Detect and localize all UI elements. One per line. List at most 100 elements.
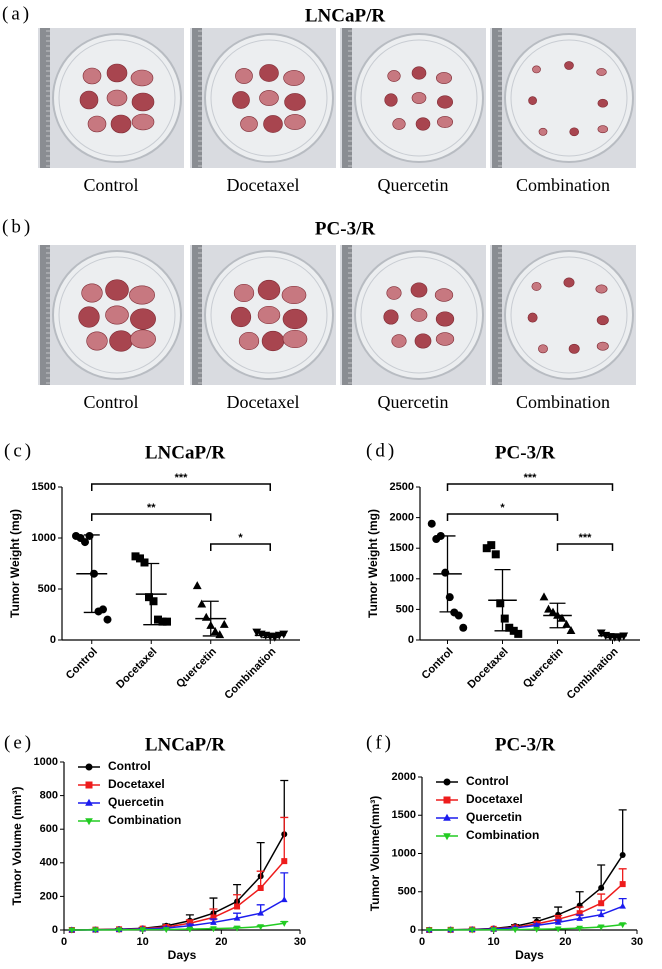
error-bar [280,872,289,900]
data-point [140,558,149,567]
legend-label: Docetaxel [466,792,523,806]
y-tick-label: 0 [410,924,416,936]
photo [38,28,184,168]
ruler [40,28,50,168]
tumor [414,333,432,349]
tumor [410,282,428,298]
tumor [568,343,580,354]
data-point [197,599,207,608]
x-tick-label: 0 [61,936,67,948]
data-point [68,927,76,934]
data-point [454,611,463,620]
y-tick-label: 400 [40,857,58,869]
sd-bar [549,602,566,629]
tumor [283,70,305,86]
tumor [281,285,307,305]
tumor [527,312,538,323]
tumor [563,277,575,288]
photo-caption: Control [83,175,138,195]
series-line [71,860,285,931]
photo-caption: Combination [516,175,610,195]
error-bar [597,864,606,888]
y-tick-label: 2000 [392,771,416,783]
panel-label: (a) [2,3,32,24]
data-point [482,544,491,553]
tumor [569,127,580,137]
petri-dish-inner [58,39,176,157]
petri-dish-inner [360,39,478,157]
data-point [186,926,194,933]
y-tick-label: 500 [38,583,56,595]
photo-caption: Quercetin [378,175,449,195]
x-tick-label: 20 [559,936,571,948]
tumor [564,61,574,70]
ruler [342,245,352,385]
sd-bar [83,534,100,614]
tumor [86,331,108,351]
y-tick-label: 200 [40,890,58,902]
series-line [71,922,285,931]
petri-dish-inner [58,256,176,374]
legend-marker [85,763,93,771]
sd-bar [202,600,219,637]
tumor [595,284,608,294]
x-tick-label: 10 [137,936,149,948]
petri-dish-inner [510,39,628,157]
tumor [106,89,128,107]
petri-dish [504,33,634,163]
ruler [492,245,502,385]
x-tick-label: Quercetin [174,646,219,691]
tumor [263,115,283,133]
data-point [576,914,583,921]
data-point [619,852,626,859]
data-point [103,615,112,624]
tumor [435,332,455,346]
tumor [235,68,253,84]
data-point [505,623,514,632]
significance-bracket [446,513,559,521]
y-axis-label: Tumor Weight (mg) [366,509,380,618]
chart-title: LNCaP/R [145,734,226,755]
tumor [596,341,609,351]
ruler [192,28,202,168]
significance-bracket [91,513,212,521]
legend-label: Combination [466,828,539,842]
panel-label: (b) [2,216,33,237]
legend-label: Docetaxel [108,777,165,791]
tumor [105,279,129,301]
data-point [257,924,264,931]
legend-label: Quercetin [108,795,164,809]
data-point [544,604,553,613]
tumor [282,308,308,330]
photo [190,245,336,385]
data-point [490,927,497,934]
tumor [436,95,453,109]
x-tick-label: 10 [488,936,500,948]
tumor [415,117,431,131]
tumor [411,66,427,80]
y-tick-label: 0 [52,924,58,936]
error-bar [618,809,627,856]
data-point [252,628,262,637]
chart-title: PC-3/R [495,442,555,463]
tumor [386,286,402,300]
significance-label: *** [579,532,593,544]
panel-label: (d) [366,440,397,461]
panel-label: (f) [366,732,394,753]
legend-marker [443,778,451,786]
x-tick-label: Control [420,646,456,682]
photo-caption: Docetaxel [227,392,300,412]
data-point [554,918,562,925]
photo-caption: Docetaxel [227,175,300,195]
data-point [539,592,549,601]
tumor [129,285,155,305]
x-tick-label: 20 [215,936,227,948]
y-tick-label: 2000 [390,512,414,524]
significance-label: *** [175,472,189,484]
tumor [436,116,453,128]
y-tick-label: 1500 [392,809,416,821]
series-line [429,923,623,931]
tumor [131,92,155,112]
legend-marker [443,813,451,821]
tumor [596,315,609,326]
